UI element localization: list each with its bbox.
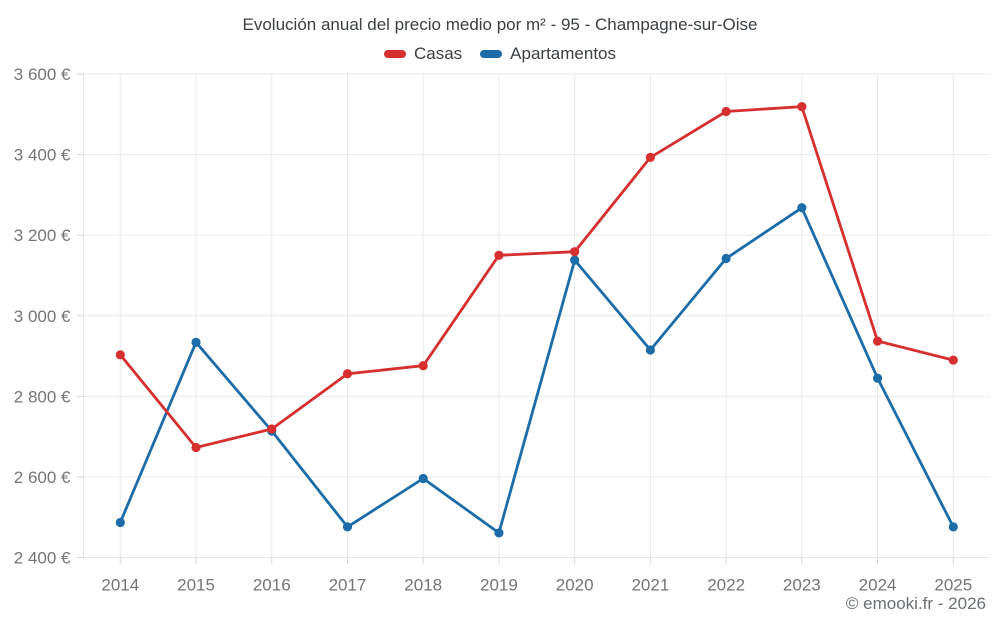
- x-axis-label: 2021: [631, 576, 669, 595]
- casas-data-point[interactable]: [418, 361, 428, 371]
- legend-item-apartamentos[interactable]: Apartamentos: [480, 44, 616, 64]
- y-axis-label: 2 400 €: [14, 549, 71, 568]
- x-axis-label: 2017: [329, 576, 367, 595]
- apartamentos-series-line: [118, 206, 955, 535]
- x-axis-label: 2023: [783, 576, 821, 595]
- apartamentos-data-point[interactable]: [948, 522, 958, 532]
- x-axis-label: 2015: [177, 576, 215, 595]
- legend-label-apartamentos: Apartamentos: [510, 44, 617, 63]
- casas-data-point[interactable]: [570, 247, 580, 257]
- copyright-footer: © emooki.fr - 2026: [845, 594, 986, 613]
- legend-item-casas[interactable]: Casas: [383, 44, 463, 64]
- casas-data-point[interactable]: [645, 152, 655, 163]
- casas-data-point[interactable]: [342, 369, 353, 379]
- apartamentos-data-point[interactable]: [645, 345, 655, 355]
- y-axis-label: 3 600 €: [14, 65, 71, 84]
- apartamentos-data-point[interactable]: [721, 253, 731, 264]
- apartamentos-data-point[interactable]: [342, 522, 353, 532]
- apartamentos-data-point[interactable]: [872, 373, 883, 383]
- y-axis-label: 3 400 €: [14, 146, 71, 165]
- x-axis-label: 2024: [859, 576, 897, 595]
- casas-series-line: [118, 105, 955, 449]
- y-axis-label: 3 000 €: [14, 307, 71, 326]
- x-axis-label: 2016: [253, 576, 291, 595]
- casas-data-point[interactable]: [948, 355, 958, 365]
- casas-data-point[interactable]: [872, 336, 883, 346]
- casas-data-point[interactable]: [191, 442, 201, 453]
- casas-data-point[interactable]: [797, 102, 807, 112]
- casas-data-point[interactable]: [494, 250, 504, 260]
- y-axis-label: 2 600 €: [14, 468, 71, 487]
- x-axis-label: 2019: [480, 576, 518, 595]
- y-axis-label: 3 200 €: [14, 226, 71, 245]
- apartamentos-data-point[interactable]: [797, 203, 807, 213]
- casas-data-point[interactable]: [721, 106, 731, 117]
- casas-data-point[interactable]: [115, 350, 125, 360]
- x-axis-label: 2025: [934, 576, 972, 595]
- casas-color-swatch: [383, 50, 406, 58]
- x-axis-label: 2022: [707, 576, 745, 595]
- apartamentos-data-point[interactable]: [494, 528, 504, 538]
- legend: Casas Apartamentos: [0, 44, 1000, 64]
- apartamentos-data-point[interactable]: [115, 517, 125, 528]
- casas-data-point[interactable]: [267, 424, 277, 434]
- apartamentos-data-point[interactable]: [191, 337, 201, 347]
- apartamentos-data-point[interactable]: [418, 473, 428, 484]
- apartamentos-data-point[interactable]: [570, 255, 580, 265]
- legend-label-casas: Casas: [413, 44, 463, 63]
- x-axis-label: 2018: [404, 576, 442, 595]
- x-axis-label: 2020: [556, 576, 594, 595]
- x-axis-label: 2014: [101, 576, 139, 595]
- apartamentos-color-swatch: [480, 50, 503, 58]
- y-axis-label: 2 800 €: [14, 387, 71, 406]
- chart-title: Evolución anual del precio medio por m² …: [242, 15, 758, 34]
